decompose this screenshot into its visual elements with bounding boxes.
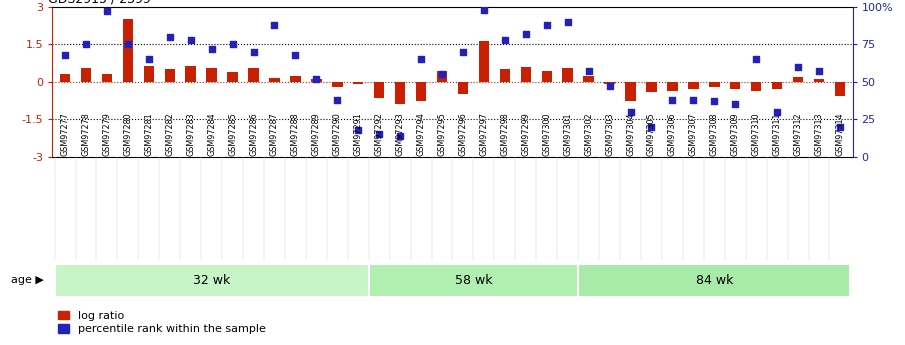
Bar <box>54 264 368 297</box>
Point <box>707 99 721 104</box>
Bar <box>730 82 740 89</box>
Bar <box>625 82 635 101</box>
Point <box>330 97 345 103</box>
Point <box>225 42 240 47</box>
Bar <box>248 68 259 82</box>
Point <box>791 64 805 70</box>
Bar <box>81 68 91 82</box>
Text: 58 wk: 58 wk <box>454 274 492 287</box>
Point <box>434 72 449 77</box>
Bar <box>270 78 280 82</box>
Bar <box>751 82 761 91</box>
Bar <box>646 82 657 92</box>
Bar <box>60 75 71 82</box>
Bar <box>416 82 426 101</box>
Legend: log ratio, percentile rank within the sample: log ratio, percentile rank within the sa… <box>58 311 266 334</box>
Text: 84 wk: 84 wk <box>696 274 733 287</box>
Point <box>141 57 156 62</box>
Point <box>205 46 219 52</box>
Bar <box>541 71 552 82</box>
Point <box>100 9 114 14</box>
Bar <box>520 67 531 82</box>
Point <box>372 132 386 137</box>
Bar <box>206 68 217 82</box>
Point <box>624 109 638 115</box>
Bar <box>332 82 343 87</box>
Point <box>581 69 595 74</box>
Point <box>539 22 554 28</box>
Point <box>246 49 261 55</box>
Bar <box>793 77 804 82</box>
Bar <box>688 82 699 89</box>
Point <box>603 84 617 89</box>
Point <box>770 109 785 115</box>
Bar <box>562 68 573 82</box>
Bar <box>437 71 447 82</box>
Point <box>728 102 742 107</box>
Point <box>477 7 491 13</box>
Point <box>414 57 428 62</box>
Point <box>267 22 281 28</box>
Point <box>393 133 407 139</box>
Bar <box>479 41 489 82</box>
Point <box>456 49 471 55</box>
Bar <box>311 79 321 82</box>
Bar <box>123 19 133 82</box>
Bar <box>353 82 364 85</box>
Point <box>184 37 198 43</box>
Bar <box>709 82 719 87</box>
Bar <box>605 82 614 85</box>
Bar <box>144 66 154 82</box>
Point <box>560 19 575 25</box>
Bar <box>667 82 678 91</box>
Bar <box>374 82 385 98</box>
Bar <box>395 82 405 105</box>
Point <box>749 57 764 62</box>
Text: age ▶: age ▶ <box>11 275 43 285</box>
Point <box>351 127 366 133</box>
Bar <box>227 72 238 82</box>
Point <box>812 69 826 74</box>
Bar <box>578 264 851 297</box>
Bar <box>814 79 824 82</box>
Bar <box>291 76 300 82</box>
Bar <box>165 69 175 82</box>
Point <box>498 37 512 43</box>
Point <box>833 124 847 130</box>
Bar <box>458 82 468 95</box>
Point <box>120 42 135 47</box>
Text: GDS2915 / 2399: GDS2915 / 2399 <box>49 0 151 6</box>
Point <box>519 31 533 37</box>
Point <box>310 76 324 82</box>
Bar <box>584 76 594 82</box>
Point <box>163 34 177 40</box>
Point <box>686 97 700 103</box>
Bar <box>186 66 196 82</box>
Point <box>644 124 659 130</box>
Text: 32 wk: 32 wk <box>193 274 230 287</box>
Bar <box>368 264 578 297</box>
Point <box>665 97 680 103</box>
Bar <box>500 69 510 82</box>
Bar <box>834 82 845 96</box>
Point <box>288 52 302 58</box>
Point <box>79 42 93 47</box>
Point <box>58 52 72 58</box>
Bar <box>101 75 112 82</box>
Bar <box>772 82 782 89</box>
